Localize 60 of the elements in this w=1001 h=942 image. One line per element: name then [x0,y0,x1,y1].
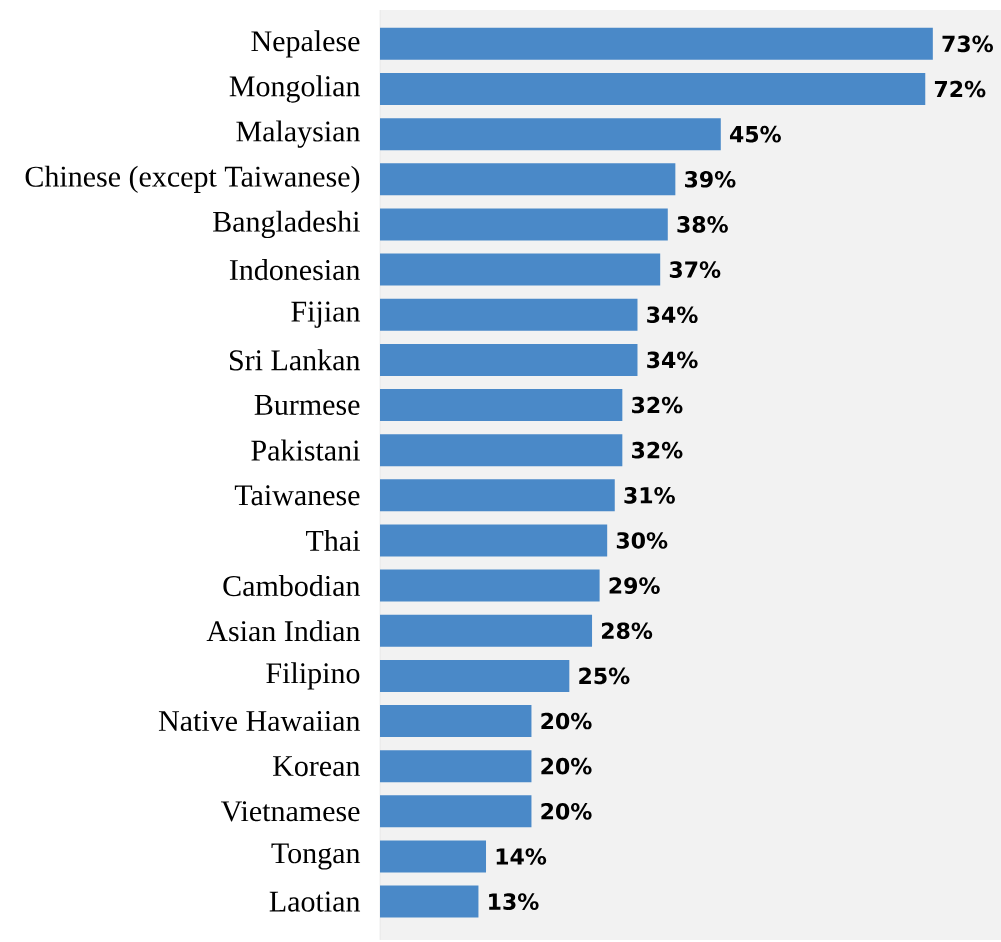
data-label: 25% [579,667,630,685]
data-label: 20% [541,803,592,820]
bar [380,705,532,738]
bar [380,163,676,196]
y-tick-label: Native Hawaiian [158,710,361,732]
bar [380,524,608,557]
bar [380,840,487,873]
bar [380,885,479,918]
y-tick-label: Thai [306,529,360,552]
bar [380,389,623,422]
data-label: 45% [729,125,781,143]
data-label: 30% [616,532,668,549]
data-label: 38% [677,216,728,233]
bar [380,298,638,331]
y-tick-label: Tongan [271,843,361,870]
bar [380,795,532,828]
data-label: 32% [632,396,683,414]
data-label: 34% [647,351,698,369]
bar [380,569,600,602]
y-tick-label: Korean [273,756,361,777]
y-tick-label: Chinese (except Taiwanese) [25,165,360,193]
bar [380,479,615,512]
y-tick-label: Malaysian [236,120,361,148]
data-label: 72% [934,80,986,98]
bar [380,343,638,376]
y-tick-label: Nepalese [251,30,360,58]
y-tick-label: Indonesian [229,259,361,281]
y-tick-label: Bangladeshi [213,210,360,239]
bar [380,659,570,692]
y-tick-label: Mongolian [229,75,361,103]
y-tick-label: Fijian [291,301,361,328]
bar [380,27,933,60]
y-tick-label: Pakistani [251,439,360,461]
data-label: 32% [632,441,683,459]
data-label: 34% [647,306,698,324]
y-tick-label: Vietnamese [220,801,360,822]
data-label: 39% [685,170,736,188]
bar [380,118,721,151]
data-label: 37% [669,261,721,278]
data-label: 29% [609,577,660,594]
bar [380,253,661,286]
data-label: 20% [541,757,592,775]
bar [380,614,593,647]
data-label: 31% [624,487,675,504]
bar [380,73,926,105]
y-tick-label: Cambodian [223,575,361,597]
bar [380,208,668,241]
data-label: 73% [942,35,993,53]
bar [380,434,623,467]
y-tick-label: Sri Lankan [230,349,361,371]
y-tick-label: Burmese [254,395,360,415]
data-label: 14% [496,848,547,865]
bar [380,750,532,783]
data-label: 28% [601,622,653,640]
data-label: 20% [541,712,592,730]
y-tick-label: Asian Indian [206,620,361,642]
data-label: 13% [489,893,539,910]
y-tick-label: Laotian [269,891,361,912]
y-tick-label: Taiwanese [234,485,360,506]
y-tick-label: Filipino [266,662,360,690]
